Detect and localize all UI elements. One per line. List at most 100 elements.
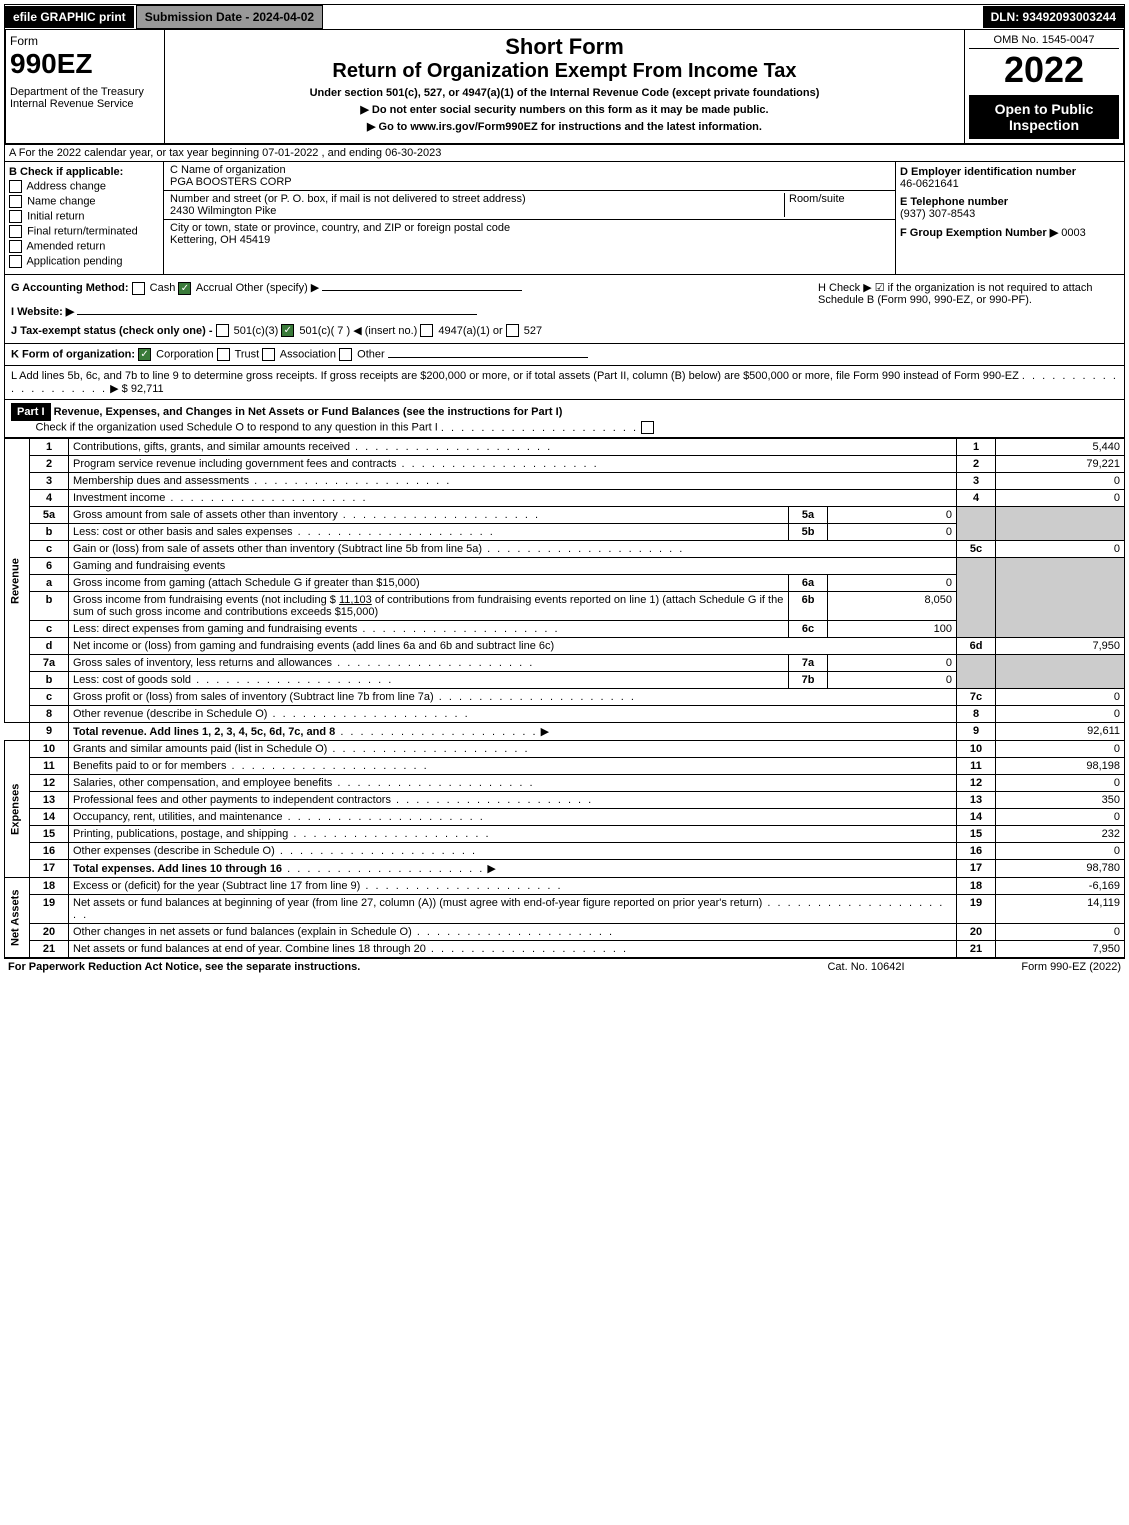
info-block: B Check if applicable: Address change Na… [4, 162, 1125, 275]
group-exempt-value: 0003 [1061, 227, 1085, 239]
line10-value: 0 [996, 741, 1125, 758]
chk-address-change[interactable] [9, 180, 22, 193]
open-public-badge: Open to Public Inspection [969, 95, 1119, 139]
chk-501c[interactable]: ✓ [281, 324, 294, 337]
line13-value: 350 [996, 792, 1125, 809]
section-l: L Add lines 5b, 6c, and 7b to line 9 to … [4, 366, 1125, 400]
line4-value: 0 [996, 490, 1125, 507]
dln-number: DLN: 93492093003244 [983, 6, 1124, 28]
chk-name-change[interactable] [9, 195, 22, 208]
accounting-other-field[interactable] [322, 290, 522, 291]
main-title: Return of Organization Exempt From Incom… [173, 60, 956, 83]
chk-527[interactable] [506, 324, 519, 337]
ein-label: D Employer identification number [900, 166, 1076, 178]
group-exempt-label: F Group Exemption Number ▶ [900, 227, 1058, 239]
form-label: Form [10, 34, 160, 48]
city-value: Kettering, OH 45419 [170, 234, 889, 246]
section-b-label: B Check if applicable: [9, 166, 123, 178]
header-left: Form 990EZ Department of the Treasury In… [6, 30, 165, 143]
lines-table: Revenue 1 Contributions, gifts, grants, … [4, 438, 1125, 958]
city-label: City or town, state or province, country… [170, 222, 889, 234]
line1-value: 5,440 [996, 439, 1125, 456]
note-ssn: ▶ Do not enter social security numbers o… [173, 103, 956, 116]
section-a-period: A For the 2022 calendar year, or tax yea… [4, 145, 1125, 162]
section-gh: G Accounting Method: Cash ✓ Accrual Othe… [4, 275, 1125, 344]
revenue-side-label: Revenue [5, 439, 30, 723]
line11-value: 98,198 [996, 758, 1125, 775]
line5a-value: 0 [828, 507, 957, 524]
expenses-side-label: Expenses [5, 741, 30, 878]
tax-exempt-label: J Tax-exempt status (check only one) - [11, 325, 213, 337]
chk-pending[interactable] [9, 255, 22, 268]
form-footer-id: Form 990-EZ (2022) [941, 961, 1121, 973]
org-name: PGA BOOSTERS CORP [170, 176, 889, 188]
line5b-value: 0 [828, 524, 957, 541]
efile-print-button[interactable]: efile GRAPHIC print [5, 6, 134, 28]
org-name-label: C Name of organization [170, 164, 889, 176]
netassets-side-label: Net Assets [5, 878, 30, 958]
form-number: 990EZ [10, 48, 160, 80]
submission-date: Submission Date - 2024-04-02 [136, 5, 323, 29]
phone-label: E Telephone number [900, 196, 1008, 208]
phone-value: (937) 307-8543 [900, 208, 975, 220]
line17-value: 98,780 [996, 860, 1125, 878]
website-field[interactable] [77, 314, 477, 315]
line6b-contrib-amount: 11,103 [339, 594, 372, 606]
line3-value: 0 [996, 473, 1125, 490]
part1-title: Revenue, Expenses, and Changes in Net As… [54, 406, 563, 418]
line7c-value: 0 [996, 689, 1125, 706]
part1-header-row: Part I Revenue, Expenses, and Changes in… [4, 400, 1125, 438]
line14-value: 0 [996, 809, 1125, 826]
line5c-value: 0 [996, 541, 1125, 558]
other-org-field[interactable] [388, 357, 588, 358]
dept-label: Department of the Treasury Internal Reve… [10, 86, 160, 110]
chk-trust[interactable] [217, 348, 230, 361]
cat-number: Cat. No. 10642I [791, 961, 941, 973]
line7b-value: 0 [828, 672, 957, 689]
chk-amended[interactable] [9, 240, 22, 253]
line6c-value: 100 [828, 621, 957, 638]
gross-receipts-value: 92,711 [131, 383, 164, 395]
part1-badge: Part I [11, 403, 51, 421]
note-link[interactable]: ▶ Go to www.irs.gov/Form990EZ for instru… [173, 120, 956, 133]
chk-assoc[interactable] [262, 348, 275, 361]
section-b-checkboxes: B Check if applicable: Address change Na… [5, 162, 164, 274]
section-h: H Check ▶ ☑ if the organization is not r… [818, 281, 1118, 337]
website-label: I Website: ▶ [11, 306, 74, 318]
omb-number: OMB No. 1545-0047 [969, 34, 1119, 49]
street-label: Number and street (or P. O. box, if mail… [170, 193, 784, 205]
chk-final-return[interactable] [9, 225, 22, 238]
chk-schedule-o[interactable] [641, 421, 654, 434]
room-suite-label: Room/suite [784, 193, 889, 217]
paperwork-notice: For Paperwork Reduction Act Notice, see … [8, 961, 791, 973]
tax-year: 2022 [969, 49, 1119, 91]
chk-accrual[interactable]: ✓ [178, 282, 191, 295]
chk-other-org[interactable] [339, 348, 352, 361]
form-header: Form 990EZ Department of the Treasury In… [4, 30, 1125, 145]
line6b-value: 8,050 [828, 592, 957, 621]
chk-cash[interactable] [132, 282, 145, 295]
top-bar: efile GRAPHIC print Submission Date - 20… [4, 4, 1125, 30]
part1-check-note: Check if the organization used Schedule … [35, 422, 437, 434]
street-value: 2430 Wilmington Pike [170, 205, 784, 217]
line12-value: 0 [996, 775, 1125, 792]
line19-value: 14,119 [996, 895, 1125, 924]
page-footer: For Paperwork Reduction Act Notice, see … [4, 958, 1125, 975]
line6d-value: 7,950 [996, 638, 1125, 655]
header-right: OMB No. 1545-0047 2022 Open to Public In… [964, 30, 1123, 143]
chk-501c3[interactable] [216, 324, 229, 337]
chk-corp[interactable]: ✓ [138, 348, 151, 361]
line2-value: 79,221 [996, 456, 1125, 473]
line15-value: 232 [996, 826, 1125, 843]
line20-value: 0 [996, 924, 1125, 941]
section-def: D Employer identification number 46-0621… [896, 162, 1124, 274]
short-form-title: Short Form [173, 34, 956, 60]
section-c-org: C Name of organization PGA BOOSTERS CORP… [164, 162, 896, 274]
line16-value: 0 [996, 843, 1125, 860]
header-center: Short Form Return of Organization Exempt… [165, 30, 964, 143]
chk-4947[interactable] [420, 324, 433, 337]
section-k: K Form of organization: ✓ Corporation Tr… [4, 344, 1125, 366]
ein-value: 46-0621641 [900, 178, 959, 190]
line21-value: 7,950 [996, 941, 1125, 958]
chk-initial-return[interactable] [9, 210, 22, 223]
